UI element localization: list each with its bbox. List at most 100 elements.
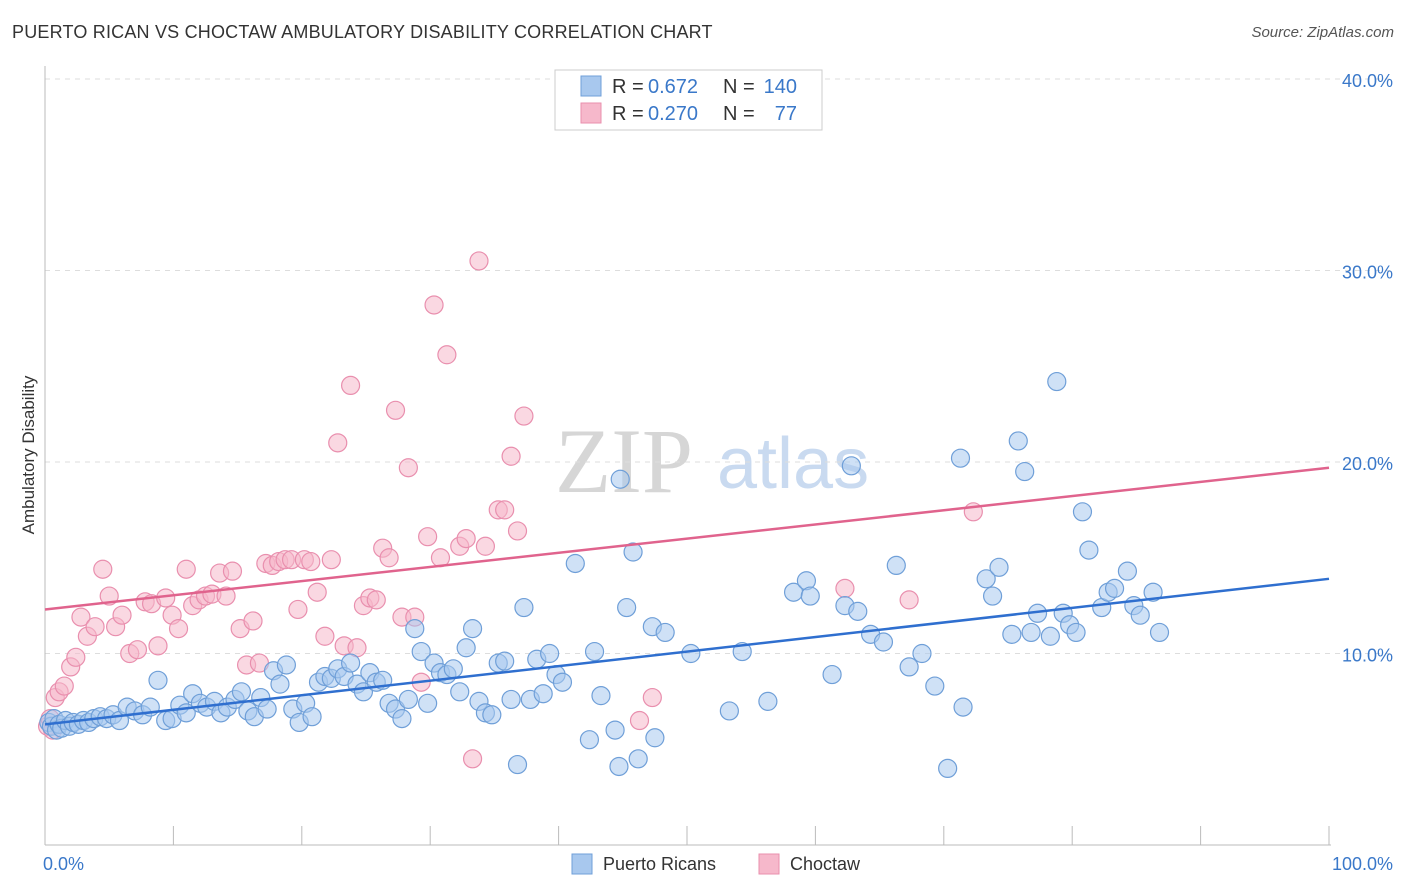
choctaw-point [168,619,189,639]
puerto-rican-point [925,676,945,696]
data-points [37,251,1170,779]
puerto-rican-point [231,682,252,702]
choctaw-point [366,590,386,610]
puerto-rican-point [1021,622,1041,643]
puerto-rican-point [1066,622,1086,643]
legend-r-value: 0.270 [648,103,698,125]
puerto-rican-point [1015,461,1035,482]
choctaw-point [418,527,438,547]
choctaw-point [475,536,496,556]
x-tick-labels: 0.0% 100.0% [43,854,1393,874]
choctaw-point [385,400,406,420]
legend-r-label: R = [612,103,644,125]
puerto-rican-point [1143,582,1163,602]
puerto-rican-point [270,674,290,694]
grid-lines [45,78,1392,654]
choctaw-point [899,590,919,610]
choctaw-point [301,551,321,572]
series-legend-label: Puerto Ricans [603,854,716,874]
puerto-rican-point [873,632,894,652]
puerto-rican-point [605,720,625,740]
puerto-rican-point [950,448,971,468]
puerto-rican-point [912,643,932,664]
choctaw-point [112,605,132,625]
puerto-rican-point [645,728,665,748]
choctaw-point [176,559,196,579]
puerto-rican-point [609,756,629,777]
puerto-rican-point [841,456,861,476]
legend-n-label: N = [723,103,755,125]
puerto-rican-point [584,641,605,662]
puerto-rican-point [938,758,958,779]
choctaw-point [398,458,418,478]
puerto-rican-point [340,653,361,673]
choctaw-point [514,406,534,426]
choctaw-point [315,626,335,646]
series-legend-swatch-blue [571,853,593,875]
puerto-rican-point [953,697,973,717]
choctaw-point [243,611,263,631]
puerto-rican-point [1130,605,1150,625]
correlation-legend: R = 0.672 N = 140 R = 0.270 N = 77 [554,69,823,131]
y-tick-labels: 10.0% 20.0% 30.0% 40.0% [1342,71,1393,666]
puerto-rican-point [443,659,463,679]
puerto-rican-point [501,689,521,710]
puerto-rican-point [456,638,476,658]
puerto-rican-point [148,670,168,690]
legend-n-label: N = [723,76,755,98]
legend-r-value: 0.672 [648,76,698,98]
choctaw-point [66,647,86,667]
legend-n-value: 77 [775,103,797,125]
puerto-rican-point [655,622,675,643]
puerto-rican-point [1104,578,1125,598]
puerto-rican-point [398,689,418,710]
watermark-zip: ZIP [555,410,693,512]
y-tick-label: 30.0% [1342,263,1393,283]
puerto-rican-point [405,619,425,639]
puerto-rican-point [1079,540,1099,560]
choctaw-point [424,295,444,315]
puerto-rican-point [758,691,778,711]
choctaw-point [340,375,361,395]
puerto-rican-point [976,569,996,589]
choctaw-point [507,521,528,541]
choctaw-point [469,251,489,271]
choctaw-point [93,559,113,579]
choctaw-point [501,446,521,466]
chart-source: Source: ZipAtlas.com [1251,24,1394,41]
choctaw-point [222,561,243,581]
puerto-rican-point [1149,622,1170,643]
puerto-rican-point [591,686,611,706]
y-tick-label: 40.0% [1342,71,1393,91]
puerto-rican-point [411,641,431,662]
choctaw-point [462,749,483,769]
puerto-rican-point [495,651,515,671]
legend-swatch-blue [580,75,602,97]
puerto-rican-point [1002,624,1022,644]
puerto-rican-point [565,553,585,574]
puerto-rican-point [482,705,502,725]
y-tick-label: 20.0% [1342,454,1393,474]
puerto-rican-point [1117,561,1138,581]
puerto-rican-point [579,730,600,750]
puerto-rican-point [450,682,470,702]
choctaw-point [495,500,515,520]
choctaw-point [437,345,457,365]
series-legend-label: Choctaw [790,854,861,874]
choctaw-point [127,640,148,660]
choctaw-point [85,617,105,637]
puerto-rican-point [552,672,573,692]
choctaw-trend-line [44,466,1330,611]
puerto-rican-point [610,469,630,489]
puerto-rican-point [822,664,842,685]
puerto-rican-point [507,754,528,775]
puerto-rican-point [1047,371,1067,392]
puerto-rican-point [989,557,1009,577]
puerto-rican-point [982,586,1003,606]
choctaw-point [642,687,662,708]
puerto-rican-point [1072,502,1093,522]
choctaw-point [307,582,327,602]
puerto-rican-point [302,707,322,727]
puerto-rican-point [848,601,868,621]
